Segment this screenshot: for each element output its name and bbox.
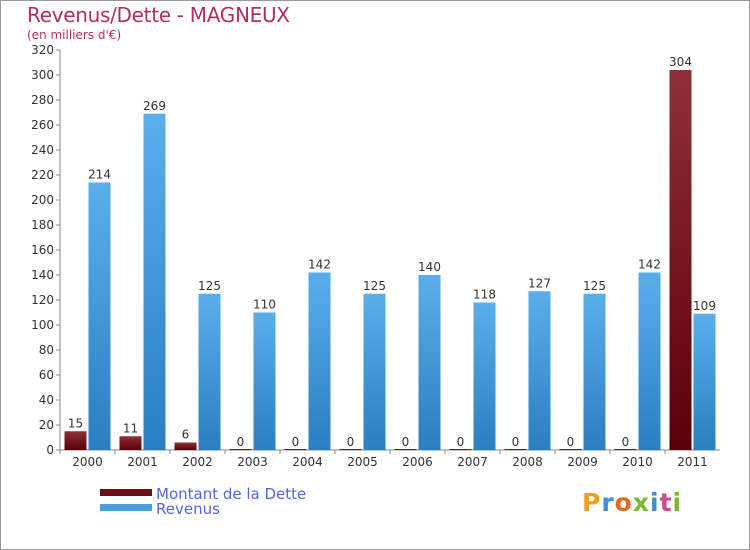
y-tick-label: 40: [39, 393, 54, 407]
y-tick-label: 200: [31, 193, 54, 207]
data-label-dette-2010: 0: [622, 435, 630, 449]
logo-letter: i: [650, 488, 660, 517]
bar-dette-2006: [394, 449, 417, 450]
bar-dette-2000: [64, 431, 87, 450]
legend-swatch-debt: [100, 489, 152, 496]
y-tick-label: 120: [31, 293, 54, 307]
bar-dette-2007: [449, 449, 472, 450]
bar-revenus-2005: [363, 293, 386, 450]
data-label-dette-2008: 0: [512, 435, 520, 449]
data-label-dette-2005: 0: [347, 435, 355, 449]
bar-revenus-2000: [88, 182, 111, 450]
x-tick-label: 2010: [622, 455, 653, 469]
data-label-dette-2007: 0: [457, 435, 465, 449]
bar-revenus-2007: [473, 302, 496, 450]
y-tick-label: 300: [31, 68, 54, 82]
data-label-dette-2000: 15: [68, 416, 83, 430]
data-label-revenus-2008: 127: [528, 276, 551, 290]
data-label-revenus-2009: 125: [583, 279, 606, 293]
bar-revenus-2006: [418, 275, 441, 450]
bar-dette-2011: [669, 70, 692, 450]
data-label-dette-2006: 0: [402, 435, 410, 449]
x-tick-label: 2006: [402, 455, 433, 469]
bar-dette-2010: [614, 449, 637, 450]
data-label-revenus-2003: 110: [253, 298, 276, 312]
logo-letter: i: [672, 488, 683, 517]
data-label-revenus-2000: 214: [88, 168, 111, 182]
logo-letter: P: [582, 488, 602, 517]
data-label-revenus-2006: 140: [418, 260, 441, 274]
x-tick-label: 2003: [237, 455, 268, 469]
legend-label-debt: Montant de la Dette: [156, 485, 307, 503]
bar-revenus-2001: [143, 113, 166, 450]
data-label-dette-2011: 304: [669, 55, 692, 69]
y-tick-label: 220: [31, 168, 54, 182]
data-label-revenus-2007: 118: [473, 288, 496, 302]
y-tick-label: 160: [31, 243, 54, 257]
data-label-dette-2004: 0: [292, 435, 300, 449]
bar-revenus-2004: [308, 272, 331, 450]
data-label-revenus-2010: 142: [638, 258, 661, 272]
legend-label-revenus: Revenus: [156, 500, 220, 518]
bar-revenus-2008: [528, 291, 551, 450]
x-tick-label: 2009: [567, 455, 598, 469]
y-tick-label: 80: [39, 343, 54, 357]
data-label-dette-2009: 0: [567, 435, 575, 449]
bar-dette-2008: [504, 449, 527, 450]
bar-revenus-2011: [693, 313, 716, 450]
y-tick-label: 280: [31, 93, 54, 107]
bar-dette-2003: [229, 449, 252, 450]
bar-revenus-2003: [253, 312, 276, 450]
bar-revenus-2009: [583, 293, 606, 450]
data-label-dette-2002: 6: [182, 428, 190, 442]
data-label-revenus-2005: 125: [363, 279, 386, 293]
y-tick-label: 240: [31, 143, 54, 157]
bar-revenus-2010: [638, 272, 661, 450]
bar-dette-2009: [559, 449, 582, 450]
y-tick-label: 60: [39, 368, 54, 382]
x-tick-label: 2011: [677, 455, 708, 469]
bar-dette-2002: [174, 442, 197, 450]
x-tick-label: 2002: [182, 455, 213, 469]
chart-title: Revenus/Dette - MAGNEUX: [27, 3, 290, 27]
data-label-revenus-2001: 269: [143, 99, 166, 113]
proxiti-logo: Proxiti: [582, 488, 682, 517]
y-tick-label: 20: [39, 418, 54, 432]
x-tick-label: 2008: [512, 455, 543, 469]
y-tick-label: 140: [31, 268, 54, 282]
logo-letter: x: [632, 488, 650, 517]
x-tick-label: 2007: [457, 455, 488, 469]
y-tick-label: 260: [31, 118, 54, 132]
data-label-dette-2001: 11: [123, 421, 138, 435]
x-tick-label: 2001: [127, 455, 158, 469]
y-tick-label: 100: [31, 318, 54, 332]
x-tick-label: 2005: [347, 455, 378, 469]
x-tick-label: 2000: [72, 455, 103, 469]
legend-swatch-revenus: [100, 504, 152, 511]
y-tick-label: 180: [31, 218, 54, 232]
data-label-revenus-2002: 125: [198, 279, 221, 293]
data-label-revenus-2011: 109: [693, 299, 716, 313]
bar-dette-2004: [284, 449, 307, 450]
bar-revenus-2002: [198, 293, 221, 450]
y-tick-label: 0: [46, 443, 54, 457]
data-label-dette-2003: 0: [237, 435, 245, 449]
chart-subtitle: (en milliers d'€): [27, 28, 122, 42]
logo-letter: o: [614, 488, 633, 517]
y-tick-label: 320: [31, 43, 54, 57]
x-tick-label: 2004: [292, 455, 323, 469]
logo-letter: t: [659, 488, 673, 517]
logo-letter: r: [601, 488, 615, 517]
bar-dette-2005: [339, 449, 362, 450]
data-label-revenus-2004: 142: [308, 258, 331, 272]
bar-dette-2001: [119, 436, 142, 450]
